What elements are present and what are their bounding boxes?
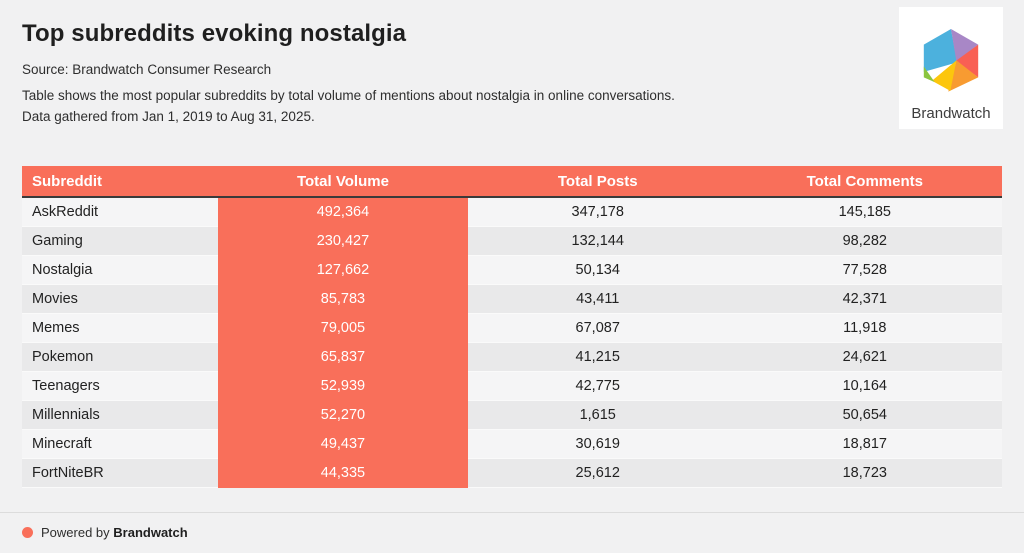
- cell-total-posts: 347,178: [467, 198, 728, 227]
- table-row: Nostalgia 127,662 50,134 77,528: [22, 256, 1002, 285]
- cell-total-posts: 67,087: [467, 314, 728, 343]
- cell-total-posts: 132,144: [467, 227, 728, 256]
- table-row: Minecraft 49,437 30,619 18,817: [22, 430, 1002, 459]
- brandwatch-logo-text: Brandwatch: [911, 105, 991, 122]
- cell-subreddit: FortNiteBR: [22, 459, 218, 488]
- cell-total-volume: 52,270: [218, 401, 468, 430]
- cell-total-volume: 79,005: [218, 314, 468, 343]
- cell-total-posts: 42,775: [467, 372, 728, 401]
- cell-subreddit: Nostalgia: [22, 256, 218, 285]
- table-row: Teenagers 52,939 42,775 10,164: [22, 372, 1002, 401]
- table-header-row: Subreddit Total Volume Total Posts Total…: [22, 166, 1002, 198]
- table-row: FortNiteBR 44,335 25,612 18,723: [22, 459, 1002, 488]
- table-row: Pokemon 65,837 41,215 24,621: [22, 343, 1002, 372]
- powered-by-label: Powered by: [41, 525, 110, 540]
- cell-total-comments: 145,185: [727, 198, 1002, 227]
- cell-total-comments: 11,918: [727, 314, 1002, 343]
- cell-total-posts: 50,134: [467, 256, 728, 285]
- cell-total-volume: 85,783: [218, 285, 468, 314]
- cell-subreddit: Minecraft: [22, 430, 218, 459]
- cell-subreddit: Pokemon: [22, 343, 218, 372]
- table-row: AskReddit 492,364 347,178 145,185: [22, 198, 1002, 227]
- cell-total-comments: 42,371: [727, 285, 1002, 314]
- description-line-1: Table shows the most popular subreddits …: [22, 88, 675, 103]
- footer: Powered by Brandwatch: [22, 525, 188, 540]
- column-header-total-posts: Total Posts: [557, 172, 638, 190]
- cell-total-posts: 30,619: [467, 430, 728, 459]
- cell-total-volume: 65,837: [218, 343, 468, 372]
- brandwatch-hexagon-icon: [923, 29, 979, 92]
- cell-total-comments: 24,621: [727, 343, 1002, 372]
- subreddit-table: Subreddit Total Volume Total Posts Total…: [22, 166, 1002, 488]
- cell-total-comments: 10,164: [727, 372, 1002, 401]
- cell-subreddit: Teenagers: [22, 372, 218, 401]
- cell-total-comments: 50,654: [727, 401, 1002, 430]
- cell-subreddit: Millennials: [22, 401, 218, 430]
- column-header-total-volume: Total Volume: [296, 172, 389, 190]
- cell-subreddit: Memes: [22, 314, 218, 343]
- cell-total-comments: 18,817: [727, 430, 1002, 459]
- cell-total-volume: 49,437: [218, 430, 468, 459]
- cell-total-posts: 43,411: [467, 285, 728, 314]
- table-body: AskReddit 492,364 347,178 145,185 Gaming 230,…: [22, 198, 1002, 488]
- cell-total-posts: 1,615: [467, 401, 728, 430]
- footer-brand-label: Brandwatch: [113, 525, 188, 540]
- header: Top subreddits evoking nostalgia Source:…: [22, 20, 894, 127]
- cell-total-comments: 98,282: [727, 227, 1002, 256]
- table-row: Millennials 52,270 1,615 50,654: [22, 401, 1002, 430]
- page-title: Top subreddits evoking nostalgia: [22, 20, 407, 47]
- source-label: Source: Brandwatch Consumer Research: [22, 62, 272, 77]
- cell-total-volume: 52,939: [218, 372, 468, 401]
- cell-subreddit: Gaming: [22, 227, 218, 256]
- cell-total-volume: 127,662: [218, 256, 468, 285]
- cell-total-comments: 18,723: [727, 459, 1002, 488]
- column-header-total-comments: Total Comments: [806, 172, 923, 190]
- column-header-subreddit: Subreddit: [32, 172, 102, 190]
- cell-total-comments: 77,528: [727, 256, 1002, 285]
- brandwatch-dot-icon: [22, 527, 33, 538]
- cell-total-posts: 25,612: [467, 459, 728, 488]
- cell-total-volume: 44,335: [218, 459, 468, 488]
- table-row: Gaming 230,427 132,144 98,282: [22, 227, 1002, 256]
- cell-total-posts: 41,215: [467, 343, 728, 372]
- description-line-2: Data gathered from Jan 1, 2019 to Aug 31…: [22, 109, 315, 124]
- cell-total-volume: 230,427: [218, 227, 468, 256]
- footer-divider: [0, 512, 1024, 513]
- brandwatch-logo: Brandwatch: [899, 7, 1003, 129]
- cell-subreddit: AskReddit: [22, 198, 218, 227]
- cell-total-volume: 492,364: [218, 198, 468, 227]
- powered-by-text: Powered by Brandwatch: [41, 525, 188, 540]
- table-row: Movies 85,783 43,411 42,371: [22, 285, 1002, 314]
- table-row: Memes 79,005 67,087 11,918: [22, 314, 1002, 343]
- cell-subreddit: Movies: [22, 285, 218, 314]
